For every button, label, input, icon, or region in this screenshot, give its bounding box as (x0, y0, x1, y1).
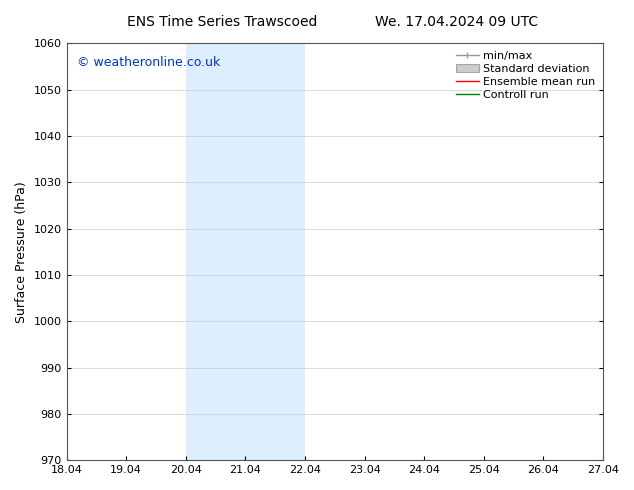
Text: © weatheronline.co.uk: © weatheronline.co.uk (77, 56, 221, 69)
Bar (186, 44, 245, 460)
Text: We. 17.04.2024 09 UTC: We. 17.04.2024 09 UTC (375, 15, 538, 29)
Bar (603, 44, 634, 460)
Text: ENS Time Series Trawscoed: ENS Time Series Trawscoed (127, 15, 317, 29)
Y-axis label: Surface Pressure (hPa): Surface Pressure (hPa) (15, 181, 28, 323)
Bar (245, 44, 305, 460)
Legend: min/max, Standard deviation, Ensemble mean run, Controll run: min/max, Standard deviation, Ensemble me… (452, 47, 600, 104)
